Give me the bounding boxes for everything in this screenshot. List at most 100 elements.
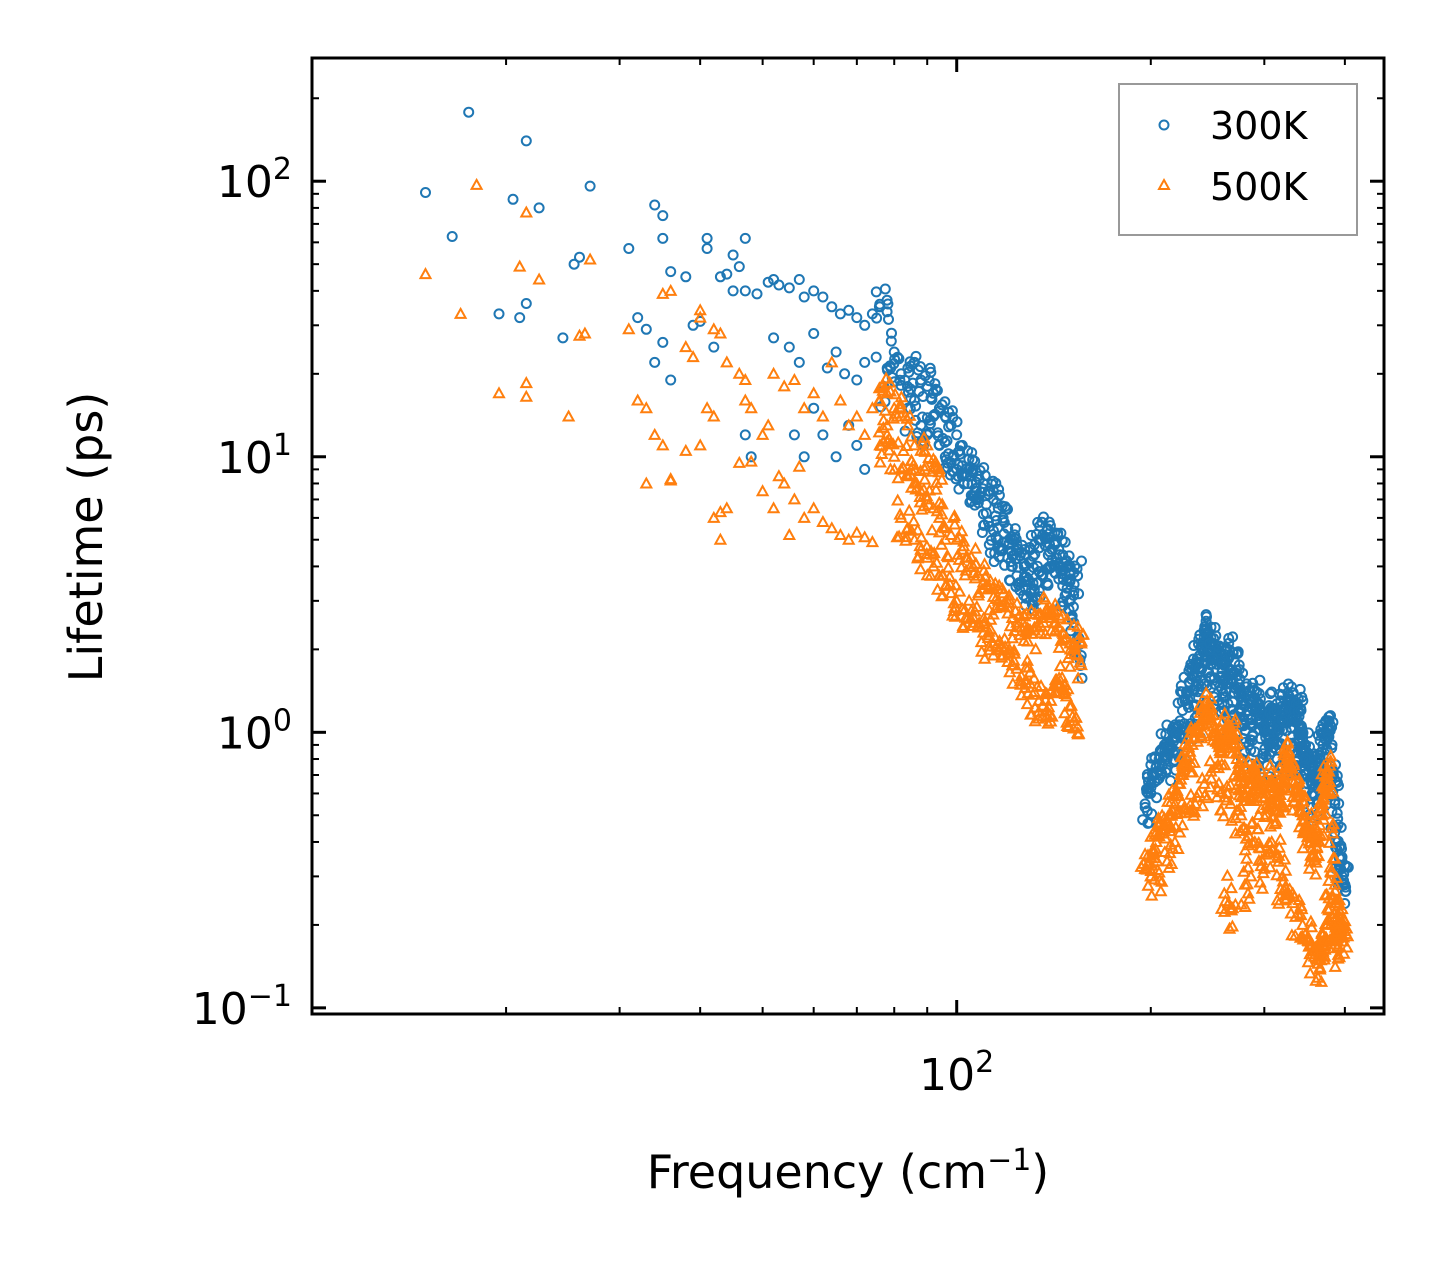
data-point [988, 630, 1002, 643]
data-point [798, 291, 810, 303]
data-point [1165, 775, 1177, 787]
data-point [1019, 672, 1033, 685]
data-point [1295, 705, 1307, 716]
data-point [493, 308, 505, 320]
data-point [1238, 714, 1250, 725]
data-point [1324, 865, 1338, 878]
data-point [519, 389, 533, 402]
data-point [1255, 853, 1269, 866]
data-point [568, 258, 580, 270]
data-point [1074, 658, 1088, 671]
data-point [1251, 822, 1265, 835]
data-point [707, 409, 721, 422]
data-point [807, 501, 821, 514]
data-point [1052, 671, 1066, 684]
data-point [968, 604, 982, 617]
data-point [787, 372, 802, 385]
data-point [950, 593, 964, 606]
data-point [1206, 658, 1218, 670]
data-point [1217, 741, 1232, 754]
data-point [1331, 807, 1343, 819]
data-point [807, 386, 821, 399]
data-point [1278, 800, 1292, 813]
data-point [952, 530, 967, 543]
data-point [935, 472, 949, 485]
data-point [1053, 659, 1068, 672]
data-point [1027, 550, 1039, 562]
data-point [977, 614, 992, 627]
data-point [664, 472, 678, 485]
data-point [873, 455, 887, 468]
data-point [817, 291, 829, 303]
data-point [1155, 728, 1167, 740]
data-point [1333, 798, 1345, 809]
x-axis-label-main: Frequency (cm [647, 1145, 987, 1199]
data-point [976, 527, 988, 538]
data-point [1056, 608, 1070, 621]
data-point [977, 611, 991, 624]
data-point [1212, 776, 1226, 789]
data-point [883, 313, 894, 325]
data-point [958, 568, 972, 581]
data-point [1303, 966, 1317, 979]
data-point [782, 527, 796, 540]
data-point [956, 539, 971, 552]
data-point [1247, 682, 1259, 694]
data-point [1199, 646, 1211, 658]
data-point [1326, 917, 1341, 930]
data-point [878, 403, 892, 416]
data-point [932, 462, 947, 475]
data-point [640, 323, 652, 335]
data-point [1327, 716, 1339, 728]
data-point [1168, 796, 1182, 809]
data-point [1010, 661, 1024, 674]
data-point [797, 510, 811, 523]
data-point [793, 274, 805, 285]
data-point [990, 477, 1002, 489]
data-point [1335, 902, 1349, 915]
data-point [1274, 688, 1286, 700]
data-point [876, 420, 890, 433]
data-point [936, 588, 950, 601]
data-point [978, 651, 992, 664]
data-point [1071, 563, 1083, 575]
data-point [1296, 728, 1308, 739]
data-point [739, 429, 751, 441]
data-point [463, 106, 475, 118]
data-point [893, 507, 907, 520]
data-point [557, 332, 569, 344]
data-point [1061, 561, 1073, 573]
data-point [904, 453, 919, 466]
data-point [899, 530, 913, 543]
data-point [808, 402, 820, 414]
legend-marker-300k [1158, 119, 1170, 131]
data-point [1061, 682, 1075, 695]
data-point [714, 271, 726, 283]
data-point [891, 471, 905, 484]
data-point [1185, 765, 1200, 778]
data-point [1020, 653, 1034, 666]
data-point [1339, 927, 1353, 940]
data-point [622, 322, 636, 335]
data-point [948, 517, 962, 530]
data-point [907, 514, 921, 527]
data-point [1284, 906, 1298, 919]
data-point [727, 249, 739, 261]
data-point [561, 409, 576, 422]
data-point [929, 482, 943, 495]
data-point [1076, 555, 1087, 567]
data-point [1314, 974, 1329, 987]
data-point [1184, 787, 1198, 800]
data-point [1023, 665, 1037, 678]
data-point [1063, 575, 1075, 587]
data-point [1063, 659, 1077, 672]
data-point [962, 593, 976, 606]
data-point [1041, 577, 1053, 589]
data-point [993, 489, 1005, 501]
data-point [1070, 648, 1085, 661]
data-point [948, 609, 962, 622]
tick-label: 102 [217, 152, 292, 208]
data-point [1313, 941, 1328, 954]
data-point [1339, 879, 1351, 891]
data-point [943, 448, 954, 460]
